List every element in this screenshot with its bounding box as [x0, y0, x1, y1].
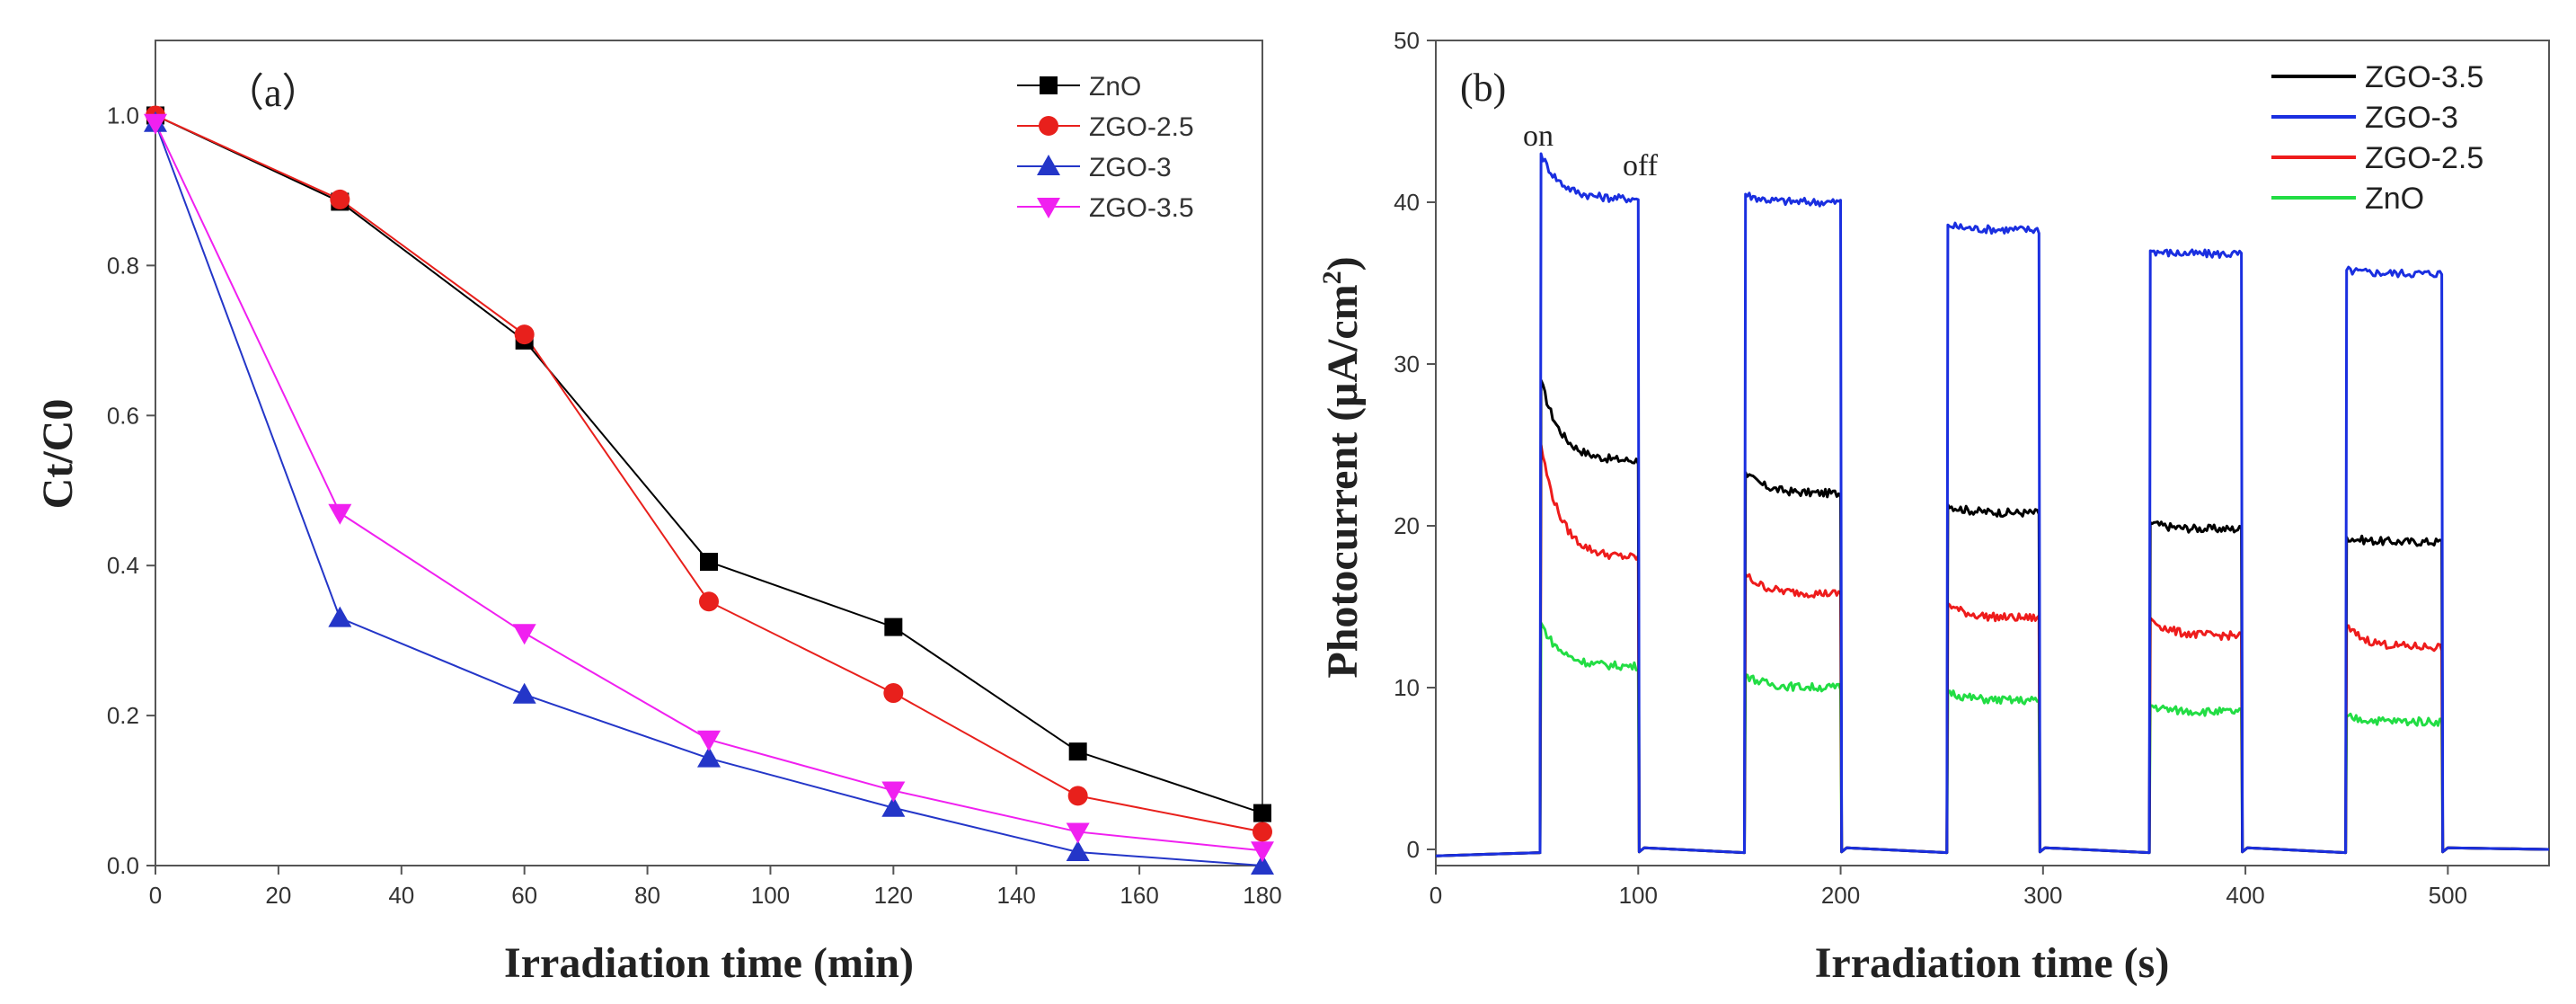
- chart-a-series: [144, 105, 1274, 875]
- chart-a-legend-marker: [1039, 116, 1058, 136]
- chart-a-xlabel: Irradiation time (min): [504, 939, 914, 987]
- chart-a-xtick-label: 100: [751, 882, 790, 909]
- chart-a-legend-label: ZnO: [1089, 72, 1141, 102]
- chart-a-ylabel: Ct/C0: [34, 399, 82, 510]
- chart-a-point-3: [512, 624, 536, 645]
- chart-b-panel-label: (b): [1460, 66, 1506, 110]
- chart-a-point-3: [144, 113, 167, 135]
- chart-a-xtick-label: 0: [149, 882, 162, 909]
- chart-a-point-1: [514, 324, 535, 345]
- chart-a-xtick-label: 180: [1243, 882, 1281, 909]
- chart-a-point-0: [1253, 804, 1271, 822]
- chart-a-point-2: [328, 606, 352, 627]
- chart-a-legend-label: ZGO-2.5: [1089, 112, 1194, 142]
- chart-a-point-1: [699, 591, 719, 612]
- chart-a-point-3: [328, 503, 352, 525]
- chart-b-annotation-off: off: [1623, 149, 1659, 182]
- chart-b-legend-label: ZGO-3: [2365, 101, 2458, 135]
- chart-b-ylabel-unit: (μA/cm: [1319, 284, 1367, 422]
- chart-a-legend-marker: [1040, 76, 1058, 94]
- chart-a-axes: 0 20 40 60 80 100 120 140 160 180 0.0 0.2 0.4 0.6 0.8 1…: [107, 102, 1282, 909]
- chart-a-legend-marker: [1037, 155, 1060, 175]
- chart-b-ytick-label: 40: [1394, 189, 1420, 216]
- chart-b-xtick-label: 400: [2226, 882, 2264, 909]
- chart-a-point-3: [1251, 841, 1274, 863]
- chart-b-ytick-label: 0: [1407, 836, 1420, 863]
- chart-a-xtick-label: 80: [634, 882, 660, 909]
- chart-b-ytick-label: 30: [1394, 351, 1420, 378]
- chart-a-point-2: [881, 795, 906, 817]
- chart-b-ylabel: Photocurrent (μA/cm2): [1317, 256, 1367, 678]
- chart-a-point-2: [1066, 840, 1090, 861]
- chart-b-ytick-label: 10: [1394, 674, 1420, 701]
- chart-b-xtick-label: 100: [1619, 882, 1658, 909]
- chart-a-xtick-label: 40: [388, 882, 414, 909]
- chart-b-series-line-1: [1435, 152, 2550, 857]
- chart-b-xtick-label: 0: [1430, 882, 1442, 909]
- chart-a-xtick-label: 140: [997, 882, 1036, 909]
- chart-a-point-1: [1067, 786, 1088, 806]
- chart-a-point-0: [700, 553, 718, 572]
- chart-b-axes: 0 100 200 300 400 500 0 10 20 30 40 50: [1394, 27, 2467, 909]
- chart-b-xlabel: Irradiation time (s): [1815, 939, 2170, 987]
- chart-b-series-line-0: [1435, 378, 2550, 857]
- chart-b-legend-label: ZGO-2.5: [2365, 141, 2483, 175]
- chart-b-ytick-label: 50: [1394, 27, 1420, 54]
- chart-a: 0 20 40 60 80 100 120 140 160 180 0.0 0.2 0.4 0.6 0.8 1…: [34, 40, 1282, 987]
- chart-a-legend-marker: [1037, 198, 1060, 218]
- chart-a-legend: ZnO ZGO-2.5 ZGO-3 ZGO-3.5: [1017, 72, 1194, 223]
- chart-a-xtick-label: 20: [265, 882, 291, 909]
- chart-a-legend-label: ZGO-3: [1089, 153, 1172, 182]
- chart-a-ytick-label: 1.0: [107, 102, 139, 129]
- chart-b-legend-label: ZnO: [2365, 182, 2424, 216]
- chart-b-legend-label: ZGO-3.5: [2365, 60, 2483, 94]
- chart-a-xtick-label: 160: [1120, 882, 1158, 909]
- chart-b: 0 100 200 300 400 500 0 10 20 30 40 50 (b) on off I…: [1317, 27, 2550, 987]
- chart-a-point-2: [1251, 854, 1274, 875]
- chart-b-ytick-label: 20: [1394, 512, 1420, 539]
- chart-a-xtick-label: 120: [874, 882, 913, 909]
- chart-b-ylabel-sup: 2: [1317, 271, 1347, 284]
- chart-a-point-2: [697, 746, 721, 768]
- chart-a-point-3: [1066, 822, 1090, 844]
- chart-a-ytick-label: 0.6: [107, 402, 139, 429]
- chart-a-ytick-label: 0.8: [107, 252, 139, 279]
- chart-a-xtick-label: 60: [511, 882, 537, 909]
- chart-a-frame: [155, 40, 1263, 866]
- chart-b-series-line-2: [1435, 443, 2550, 857]
- chart-b-series: [1435, 152, 2550, 857]
- chart-a-point-3: [881, 781, 906, 803]
- chart-a-legend-label: ZGO-3.5: [1089, 193, 1194, 223]
- chart-b-series-line-3: [1435, 621, 2550, 857]
- chart-a-point-1: [330, 189, 350, 209]
- chart-a-ytick-label: 0.0: [107, 852, 139, 879]
- chart-b-annotation-on: on: [1523, 120, 1554, 153]
- chart-b-frame: [1435, 40, 2550, 866]
- chart-a-point-3: [697, 730, 721, 751]
- chart-b-xtick-label: 300: [2023, 882, 2062, 909]
- chart-a-point-1: [1253, 822, 1272, 842]
- chart-a-point-0: [1068, 742, 1087, 761]
- chart-b-legend: ZGO-3.5 ZGO-3 ZGO-2.5 ZnO: [2271, 60, 2483, 216]
- chart-b-ylabel-main: Photocurrent: [1319, 432, 1367, 679]
- chart-a-point-0: [884, 618, 903, 636]
- chart-a-point-2: [512, 682, 536, 704]
- chart-b-xtick-label: 500: [2429, 882, 2467, 909]
- chart-b-ylabel-close: ): [1319, 256, 1367, 271]
- chart-a-ytick-label: 0.2: [107, 702, 139, 729]
- chart-b-ylabel-space: [1319, 422, 1367, 432]
- chart-a-point-1: [883, 683, 904, 704]
- chart-a-panel-label: （a）: [225, 71, 322, 115]
- chart-a-ytick-label: 0.4: [107, 552, 139, 579]
- chart-b-xtick-label: 200: [1821, 882, 1860, 909]
